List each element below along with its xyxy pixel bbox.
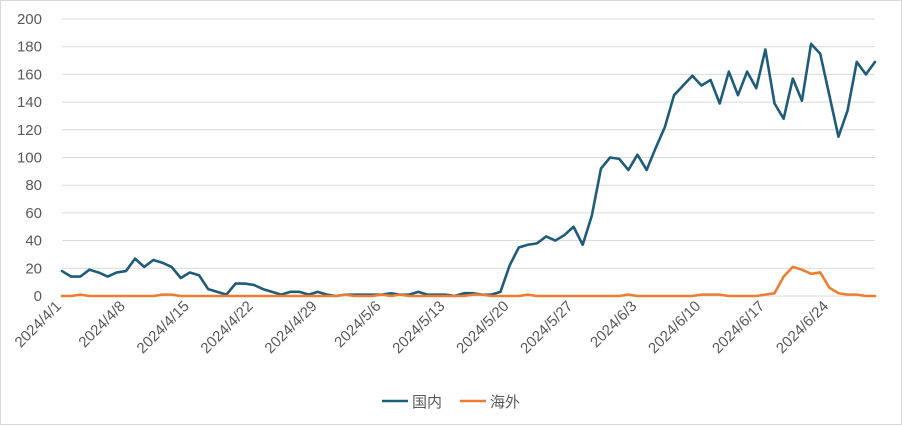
x-tick-label: 2024/4/1 (12, 298, 65, 351)
x-tick-label: 2024/6/24 (773, 298, 832, 357)
y-tick-label: 0 (34, 288, 42, 305)
y-tick-label: 160 (17, 66, 42, 83)
legend-label: 国内 (412, 393, 442, 411)
y-tick-label: 20 (25, 260, 42, 277)
legend-label: 海外 (490, 393, 520, 411)
y-tick-label: 40 (25, 233, 42, 250)
x-tick-label: 2024/4/15 (134, 298, 193, 357)
series-line-2 (60, 265, 877, 298)
x-tick-label: 2024/5/27 (517, 298, 576, 357)
y-tick-label: 100 (17, 150, 42, 167)
x-tick-label: 2024/6/3 (587, 298, 640, 351)
y-tick-label: 80 (25, 177, 42, 194)
x-tick-label: 2024/4/29 (261, 298, 320, 357)
x-tick-label: 2024/6/10 (645, 298, 704, 357)
x-tick-label: 2024/5/13 (389, 298, 448, 357)
y-tick-label: 60 (25, 205, 42, 222)
series-line-1 (60, 42, 877, 298)
x-tick-label: 2024/4/22 (197, 298, 256, 357)
y-tick-label: 180 (17, 39, 42, 56)
x-tick-label: 2024/5/20 (453, 298, 512, 357)
y-tick-label: 200 (17, 11, 42, 28)
x-tick-label: 2024/5/6 (331, 298, 384, 351)
y-tick-label: 120 (17, 122, 42, 139)
x-tick-label: 2024/4/8 (75, 298, 128, 351)
x-tick-label: 2024/6/17 (709, 298, 768, 357)
y-tick-label: 140 (17, 94, 42, 111)
